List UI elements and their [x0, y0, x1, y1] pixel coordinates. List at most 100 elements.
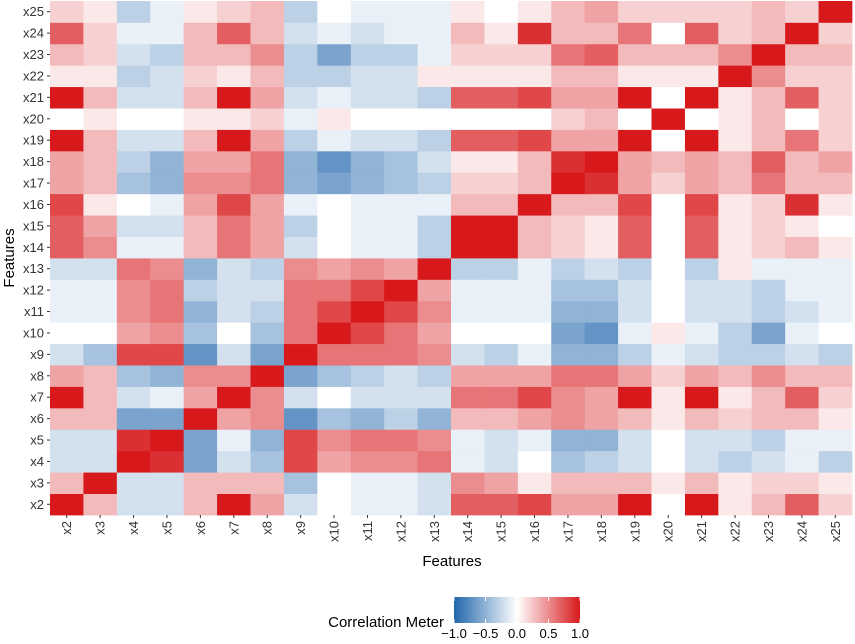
heatmap-cell-x3-x2 — [50, 472, 84, 494]
heatmap-cell-x23-x12 — [384, 43, 418, 66]
heatmap-cell-x21-x25 — [818, 86, 853, 109]
heatmap-cell-x17-x4 — [116, 172, 151, 195]
heatmap-cell-x8-x7 — [217, 365, 251, 387]
heatmap-cell-x17-x17 — [551, 172, 586, 195]
heatmap-cell-x2-x19 — [618, 493, 652, 516]
heatmap-cell-x5-x18 — [584, 429, 619, 452]
heatmap-cell-x20-x11 — [350, 108, 385, 130]
heatmap-cell-x15-x17 — [551, 215, 586, 237]
heatmap-cell-x14-x17 — [551, 236, 586, 259]
heatmap-cell-x12-x15 — [484, 279, 519, 302]
heatmap-cell-x5-x22 — [718, 429, 753, 452]
heatmap-cell-x21-x18 — [584, 86, 619, 109]
heatmap-cell-x9-x2 — [50, 343, 84, 366]
heatmap-cell-x13-x20 — [651, 258, 686, 280]
heatmap-cell-x8-x22 — [718, 365, 753, 387]
heatmap-cell-x8-x2 — [50, 365, 84, 387]
heatmap-cell-x25-x12 — [384, 1, 418, 23]
heatmap-cell-x7-x11 — [350, 386, 385, 409]
x-tick-label-x19: x19 — [627, 521, 642, 542]
heatmap-cell-x8-x9 — [283, 365, 318, 387]
y-tick-label-x24: x24 — [23, 26, 44, 41]
heatmap-cell-x18-x18 — [584, 150, 619, 173]
heatmap-cell-x8-x16 — [517, 365, 552, 387]
heatmap-cell-x13-x6 — [183, 258, 218, 280]
legend-tick-label-1: −0.5 — [473, 626, 499, 641]
x-tick-label-x12: x12 — [393, 521, 408, 542]
heatmap-cell-x5-x13 — [417, 429, 452, 452]
heatmap-cell-x19-x16 — [517, 129, 552, 152]
heatmap-cell-x18-x19 — [618, 150, 652, 173]
heatmap-cell-x5-x16 — [517, 429, 552, 452]
heatmap-cell-x5-x8 — [250, 429, 285, 452]
heatmap-cell-x12-x19 — [618, 279, 652, 302]
heatmap-cell-x17-x12 — [384, 172, 418, 195]
heatmap-cell-x5-x21 — [684, 429, 719, 452]
x-tick-label-x17: x17 — [560, 521, 575, 542]
heatmap-cell-x7-x23 — [751, 386, 786, 409]
heatmap-cell-x24-x6 — [183, 22, 218, 45]
heatmap-cell-x2-x6 — [183, 493, 218, 516]
heatmap-cell-x23-x13 — [417, 43, 452, 66]
heatmap-cell-x18-x12 — [384, 150, 418, 173]
heatmap-cell-x20-x17 — [551, 108, 586, 130]
heatmap-cell-x23-x22 — [718, 43, 753, 66]
heatmap-cell-x13-x21 — [684, 258, 719, 280]
heatmap-cell-x2-x16 — [517, 493, 552, 516]
heatmap-cell-x14-x4 — [116, 236, 151, 259]
heatmap-cell-x24-x25 — [818, 22, 853, 45]
heatmap-cell-x10-x4 — [116, 322, 151, 345]
heatmap-cell-x4-x7 — [217, 450, 251, 473]
x-tick-label-x6: x6 — [193, 521, 208, 535]
heatmap-cell-x3-x9 — [283, 472, 318, 494]
heatmap-cell-x16-x21 — [684, 193, 719, 216]
heatmap-cell-x6-x22 — [718, 407, 753, 430]
heatmap-cell-x18-x13 — [417, 150, 452, 173]
heatmap-cell-x11-x17 — [551, 300, 586, 323]
y-tick-label-x18: x18 — [23, 154, 44, 169]
heatmap-cell-x6-x21 — [684, 407, 719, 430]
heatmap-cell-x12-x24 — [785, 279, 819, 302]
heatmap-cell-x2-x4 — [116, 493, 151, 516]
heatmap-cell-x19-x21 — [684, 129, 719, 152]
heatmap-cell-x19-x19 — [618, 129, 652, 152]
y-tick-label-x9: x9 — [30, 347, 44, 362]
heatmap-cell-x12-x16 — [517, 279, 552, 302]
heatmap-cell-x16-x19 — [618, 193, 652, 216]
heatmap-cell-x3-x21 — [684, 472, 719, 494]
heatmap-cell-x24-x7 — [217, 22, 251, 45]
heatmap-cell-x7-x14 — [451, 386, 485, 409]
heatmap-cell-x9-x6 — [183, 343, 218, 366]
heatmap-cell-x20-x10 — [317, 108, 352, 130]
heatmap-cell-x15-x24 — [785, 215, 819, 237]
heatmap-cell-x16-x5 — [150, 193, 185, 216]
heatmap-cell-x21-x24 — [785, 86, 819, 109]
heatmap-cell-x4-x15 — [484, 450, 519, 473]
x-tick-label-x7: x7 — [226, 521, 241, 535]
heatmap-cell-x18-x9 — [283, 150, 318, 173]
y-tick-label-x7: x7 — [30, 390, 44, 405]
heatmap-cell-x3-x19 — [618, 472, 652, 494]
heatmap-cell-x10-x2 — [50, 322, 84, 345]
heatmap-cell-x12-x14 — [451, 279, 485, 302]
heatmap-cell-x11-x16 — [517, 300, 552, 323]
heatmap-cell-x21-x17 — [551, 86, 586, 109]
heatmap-cell-x23-x6 — [183, 43, 218, 66]
heatmap-cell-x24-x5 — [150, 22, 185, 45]
heatmap-cell-x14-x19 — [618, 236, 652, 259]
heatmap-cell-x9-x16 — [517, 343, 552, 366]
heatmap-cell-x6-x4 — [116, 407, 151, 430]
heatmap-cell-x12-x7 — [217, 279, 251, 302]
x-tick-label-x23: x23 — [761, 521, 776, 542]
heatmap-cell-x23-x17 — [551, 43, 586, 66]
heatmap-cell-x13-x24 — [785, 258, 819, 280]
heatmap-cell-x9-x15 — [484, 343, 519, 366]
heatmap-cell-x22-x19 — [618, 65, 652, 88]
heatmap-cell-x22-x15 — [484, 65, 519, 88]
heatmap-cell-x22-x23 — [751, 65, 786, 88]
heatmap-cell-x12-x2 — [50, 279, 84, 302]
heatmap-cell-x23-x23 — [751, 43, 786, 66]
heatmap-cell-x19-x9 — [283, 129, 318, 152]
legend-tick-label-3: 0.5 — [539, 626, 557, 641]
